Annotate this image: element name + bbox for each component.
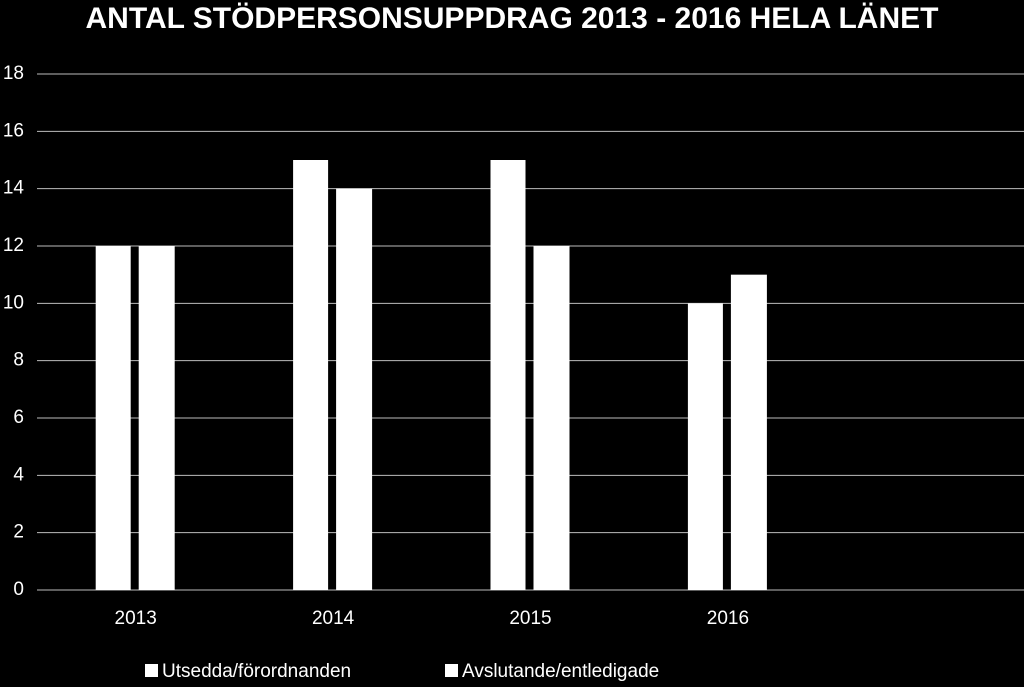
legend-swatch [145,664,158,677]
legend-swatch [445,664,458,677]
bar [95,246,131,590]
bar [490,160,526,590]
y-tick-label: 8 [13,350,24,371]
y-tick-label: 18 [3,63,24,84]
y-tick-label: 4 [13,464,24,485]
y-tick-label: 12 [3,235,24,256]
bar [336,188,373,590]
x-tick-label: 2014 [312,608,355,629]
bar [533,246,570,590]
legend-label: Utsedda/förordnanden [162,661,351,682]
y-tick-label: 14 [3,178,25,199]
y-tick-label: 10 [3,292,24,313]
x-tick-label: 2016 [707,608,749,629]
x-tick-label: 2013 [115,608,157,629]
y-tick-label: 6 [13,407,24,428]
y-tick-label: 2 [13,522,24,543]
bar [730,274,767,590]
legend-label: Avslutande/entledigade [462,661,659,682]
bar [687,303,723,590]
x-tick-label: 2015 [509,608,551,629]
y-tick-label: 16 [3,120,24,141]
bar [293,160,329,590]
bar [138,246,175,590]
y-tick-label: 0 [13,579,24,600]
chart-title: ANTAL STÖDPERSONSUPPDRAG 2013 - 2016 HEL… [86,2,939,35]
